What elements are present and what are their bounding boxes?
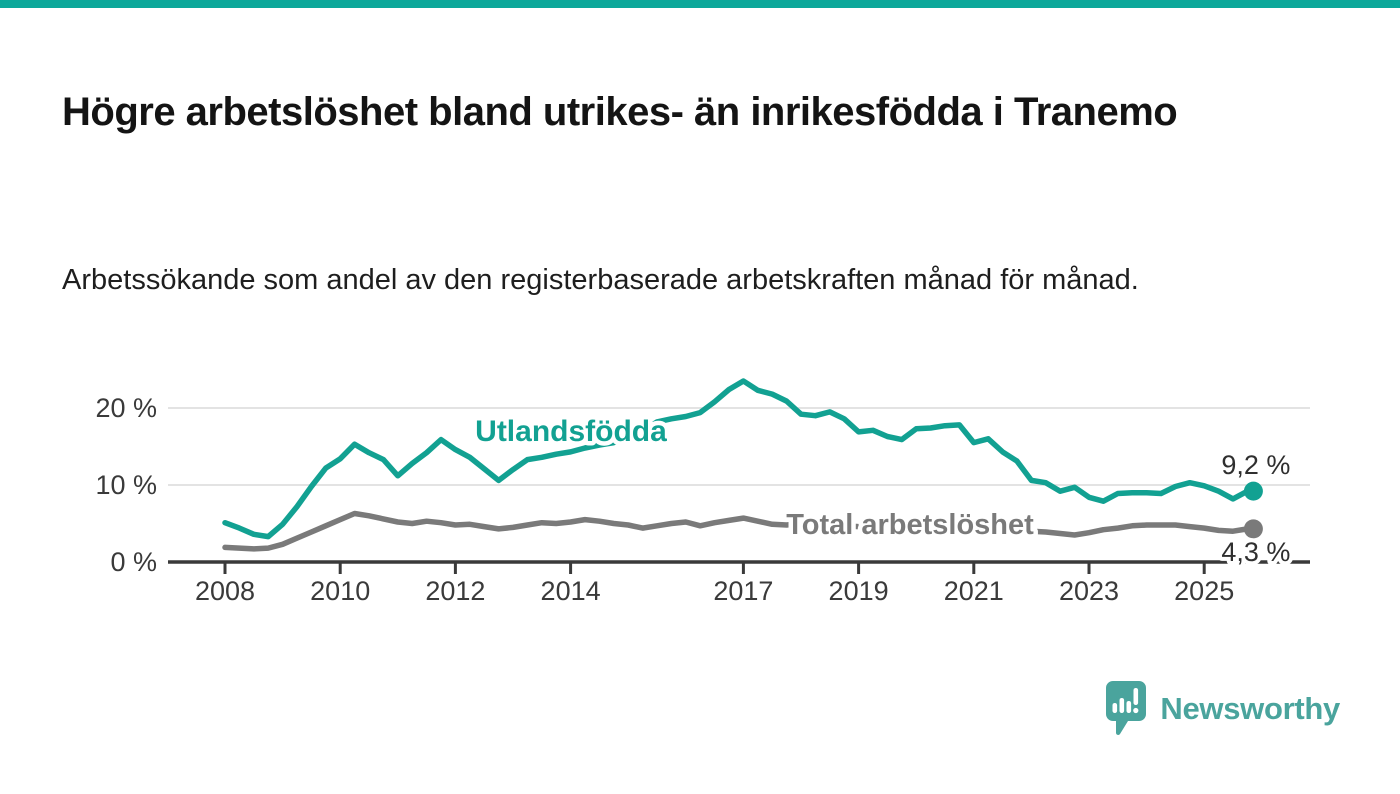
x-tick-label-2012: 2012: [425, 576, 485, 606]
newsworthy-wordmark: Newsworthy: [1160, 691, 1340, 726]
page-title: Högre arbetslöshet bland utrikes- än inr…: [62, 89, 1178, 134]
chart-subtitle: Arbetssökande som andel av den registerb…: [62, 264, 1139, 296]
line-utlandsf-dda: [222, 378, 1251, 540]
end-dot-total-arbetsloshet: [1243, 519, 1263, 539]
end-value-label-total-arbetsloshet: 4,3 %: [1221, 537, 1290, 567]
x-tick-label-2025: 2025: [1174, 576, 1234, 606]
y-tick-label-0: 0 %: [110, 547, 157, 577]
series-label-total-arbetsloshet: Total arbetslöshet: [786, 509, 1034, 541]
series-label-utlandsfodda: Utlandsfödda: [475, 415, 667, 448]
x-tick-label-2023: 2023: [1059, 576, 1119, 606]
line-total-arbetsl-shet: [222, 510, 1251, 552]
x-tick-label-2021: 2021: [944, 576, 1004, 606]
x-tick-label-2014: 2014: [541, 576, 601, 606]
x-tick-label-2010: 2010: [310, 576, 370, 606]
x-tick-label-2008: 2008: [195, 576, 255, 606]
newsworthy-bubble-chart-icon: [1106, 681, 1147, 735]
top-accent-bar: [0, 0, 1400, 8]
x-tick-label-2019: 2019: [829, 576, 889, 606]
newsworthy-logo: Newsworthy: [1105, 680, 1340, 738]
y-tick-label-20: 20 %: [95, 393, 157, 423]
x-tick-label-2017: 2017: [713, 576, 773, 606]
end-dot-utlandsfodda: [1243, 481, 1263, 501]
end-value-label-utlandsfodda: 9,2 %: [1221, 450, 1290, 480]
y-tick-label-10: 10 %: [95, 470, 157, 500]
